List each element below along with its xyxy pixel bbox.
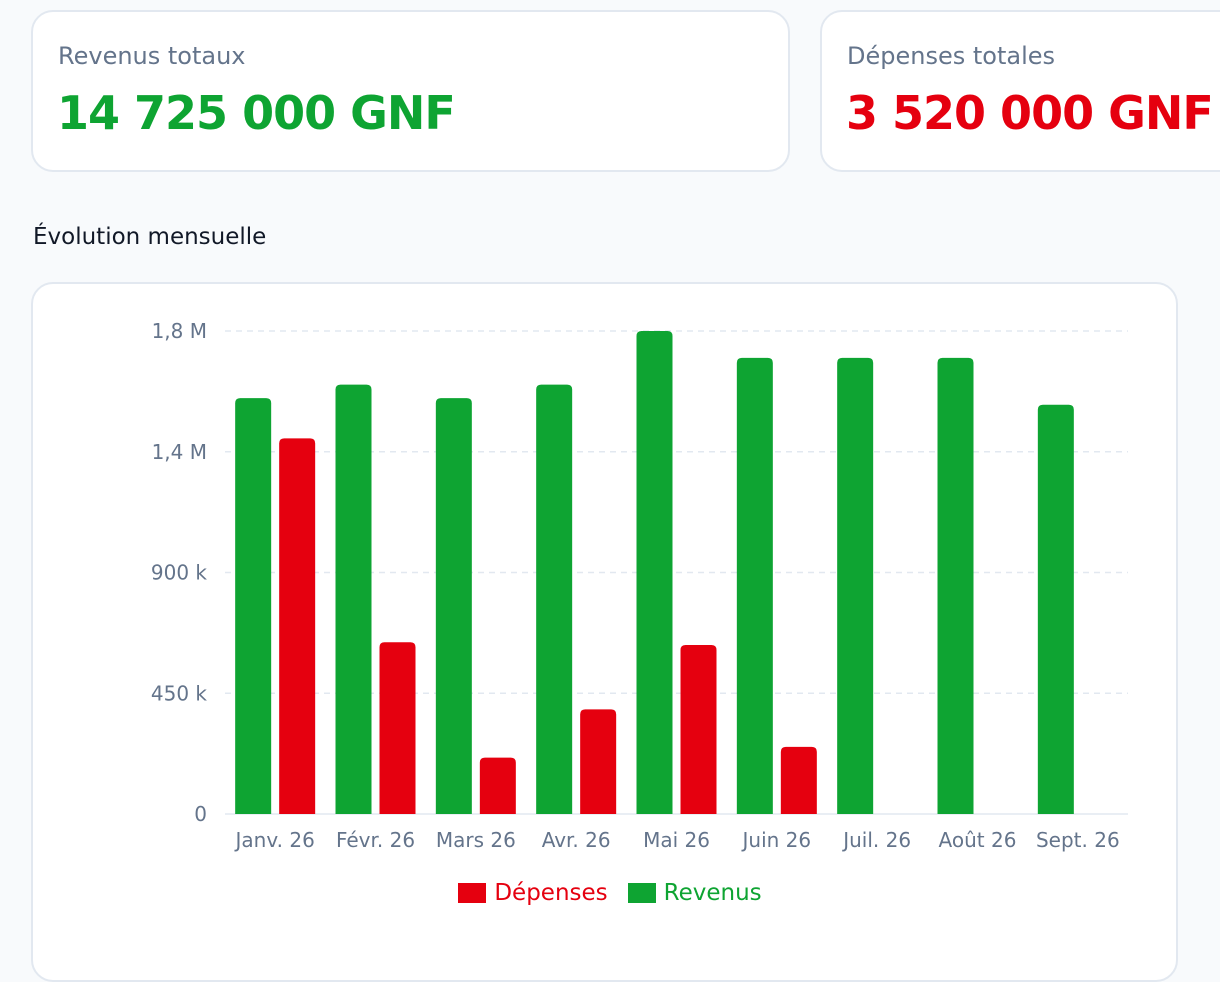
expense-bar — [680, 644, 717, 814]
revenue-bar — [235, 398, 272, 814]
expenses-value: 3 520 000 GNF — [846, 86, 1214, 140]
x-tick-label: Janv. 26 — [234, 828, 315, 852]
expense-bar — [279, 438, 316, 814]
x-tick-label: Avr. 26 — [542, 828, 611, 852]
x-tick-label: Août 26 — [939, 828, 1017, 852]
expenses-label: Dépenses totales — [847, 42, 1056, 70]
y-tick-label: 0 — [194, 802, 207, 826]
y-tick-label: 1,8 M — [152, 319, 207, 343]
expense-bar — [780, 746, 817, 814]
x-tick-label: Juil. 26 — [841, 828, 911, 852]
legend-item[interactable]: Dépenses — [458, 880, 608, 906]
revenue-bar — [937, 357, 974, 814]
expense-bar — [379, 642, 416, 814]
legend-label: Dépenses — [494, 880, 608, 906]
revenue-bar — [536, 384, 573, 814]
x-tick-label: Mai 26 — [643, 828, 710, 852]
legend-item[interactable]: Revenus — [627, 880, 762, 906]
revenue-value: 14 725 000 GNF — [57, 86, 456, 140]
y-tick-label: 450 k — [151, 681, 208, 705]
section-title: Évolution mensuelle — [33, 224, 267, 250]
revenue-bar — [1037, 404, 1074, 814]
expenses-card: Dépenses totales 3 520 000 GNF — [820, 10, 1220, 172]
revenue-bar — [736, 357, 773, 814]
x-tick-label: Sept. 26 — [1036, 828, 1120, 852]
expense-bar — [580, 709, 617, 814]
revenue-bar — [636, 331, 673, 814]
x-tick-label: Févr. 26 — [336, 828, 415, 852]
legend-swatch — [458, 883, 487, 903]
revenue-label: Revenus totaux — [58, 42, 246, 70]
expense-bar — [479, 757, 516, 814]
x-tick-label: Juin 26 — [741, 828, 812, 852]
legend-swatch — [627, 883, 656, 903]
revenue-bar — [435, 398, 472, 814]
chart-card — [31, 282, 1178, 982]
y-tick-label: 1,4 M — [152, 440, 207, 464]
chart-legend: Dépenses Revenus — [0, 880, 1220, 906]
y-tick-label: 900 k — [151, 561, 208, 585]
revenue-bar — [837, 357, 874, 814]
x-tick-label: Mars 26 — [436, 828, 516, 852]
revenue-card: Revenus totaux 14 725 000 GNF — [31, 10, 790, 172]
bar-chart: 0 450 k 900 k 1,4 M 1,8 M Janv. 26 Févr. 26 Mar… — [151, 319, 1128, 852]
legend-label: Revenus — [663, 880, 762, 906]
revenue-bar — [335, 384, 372, 814]
